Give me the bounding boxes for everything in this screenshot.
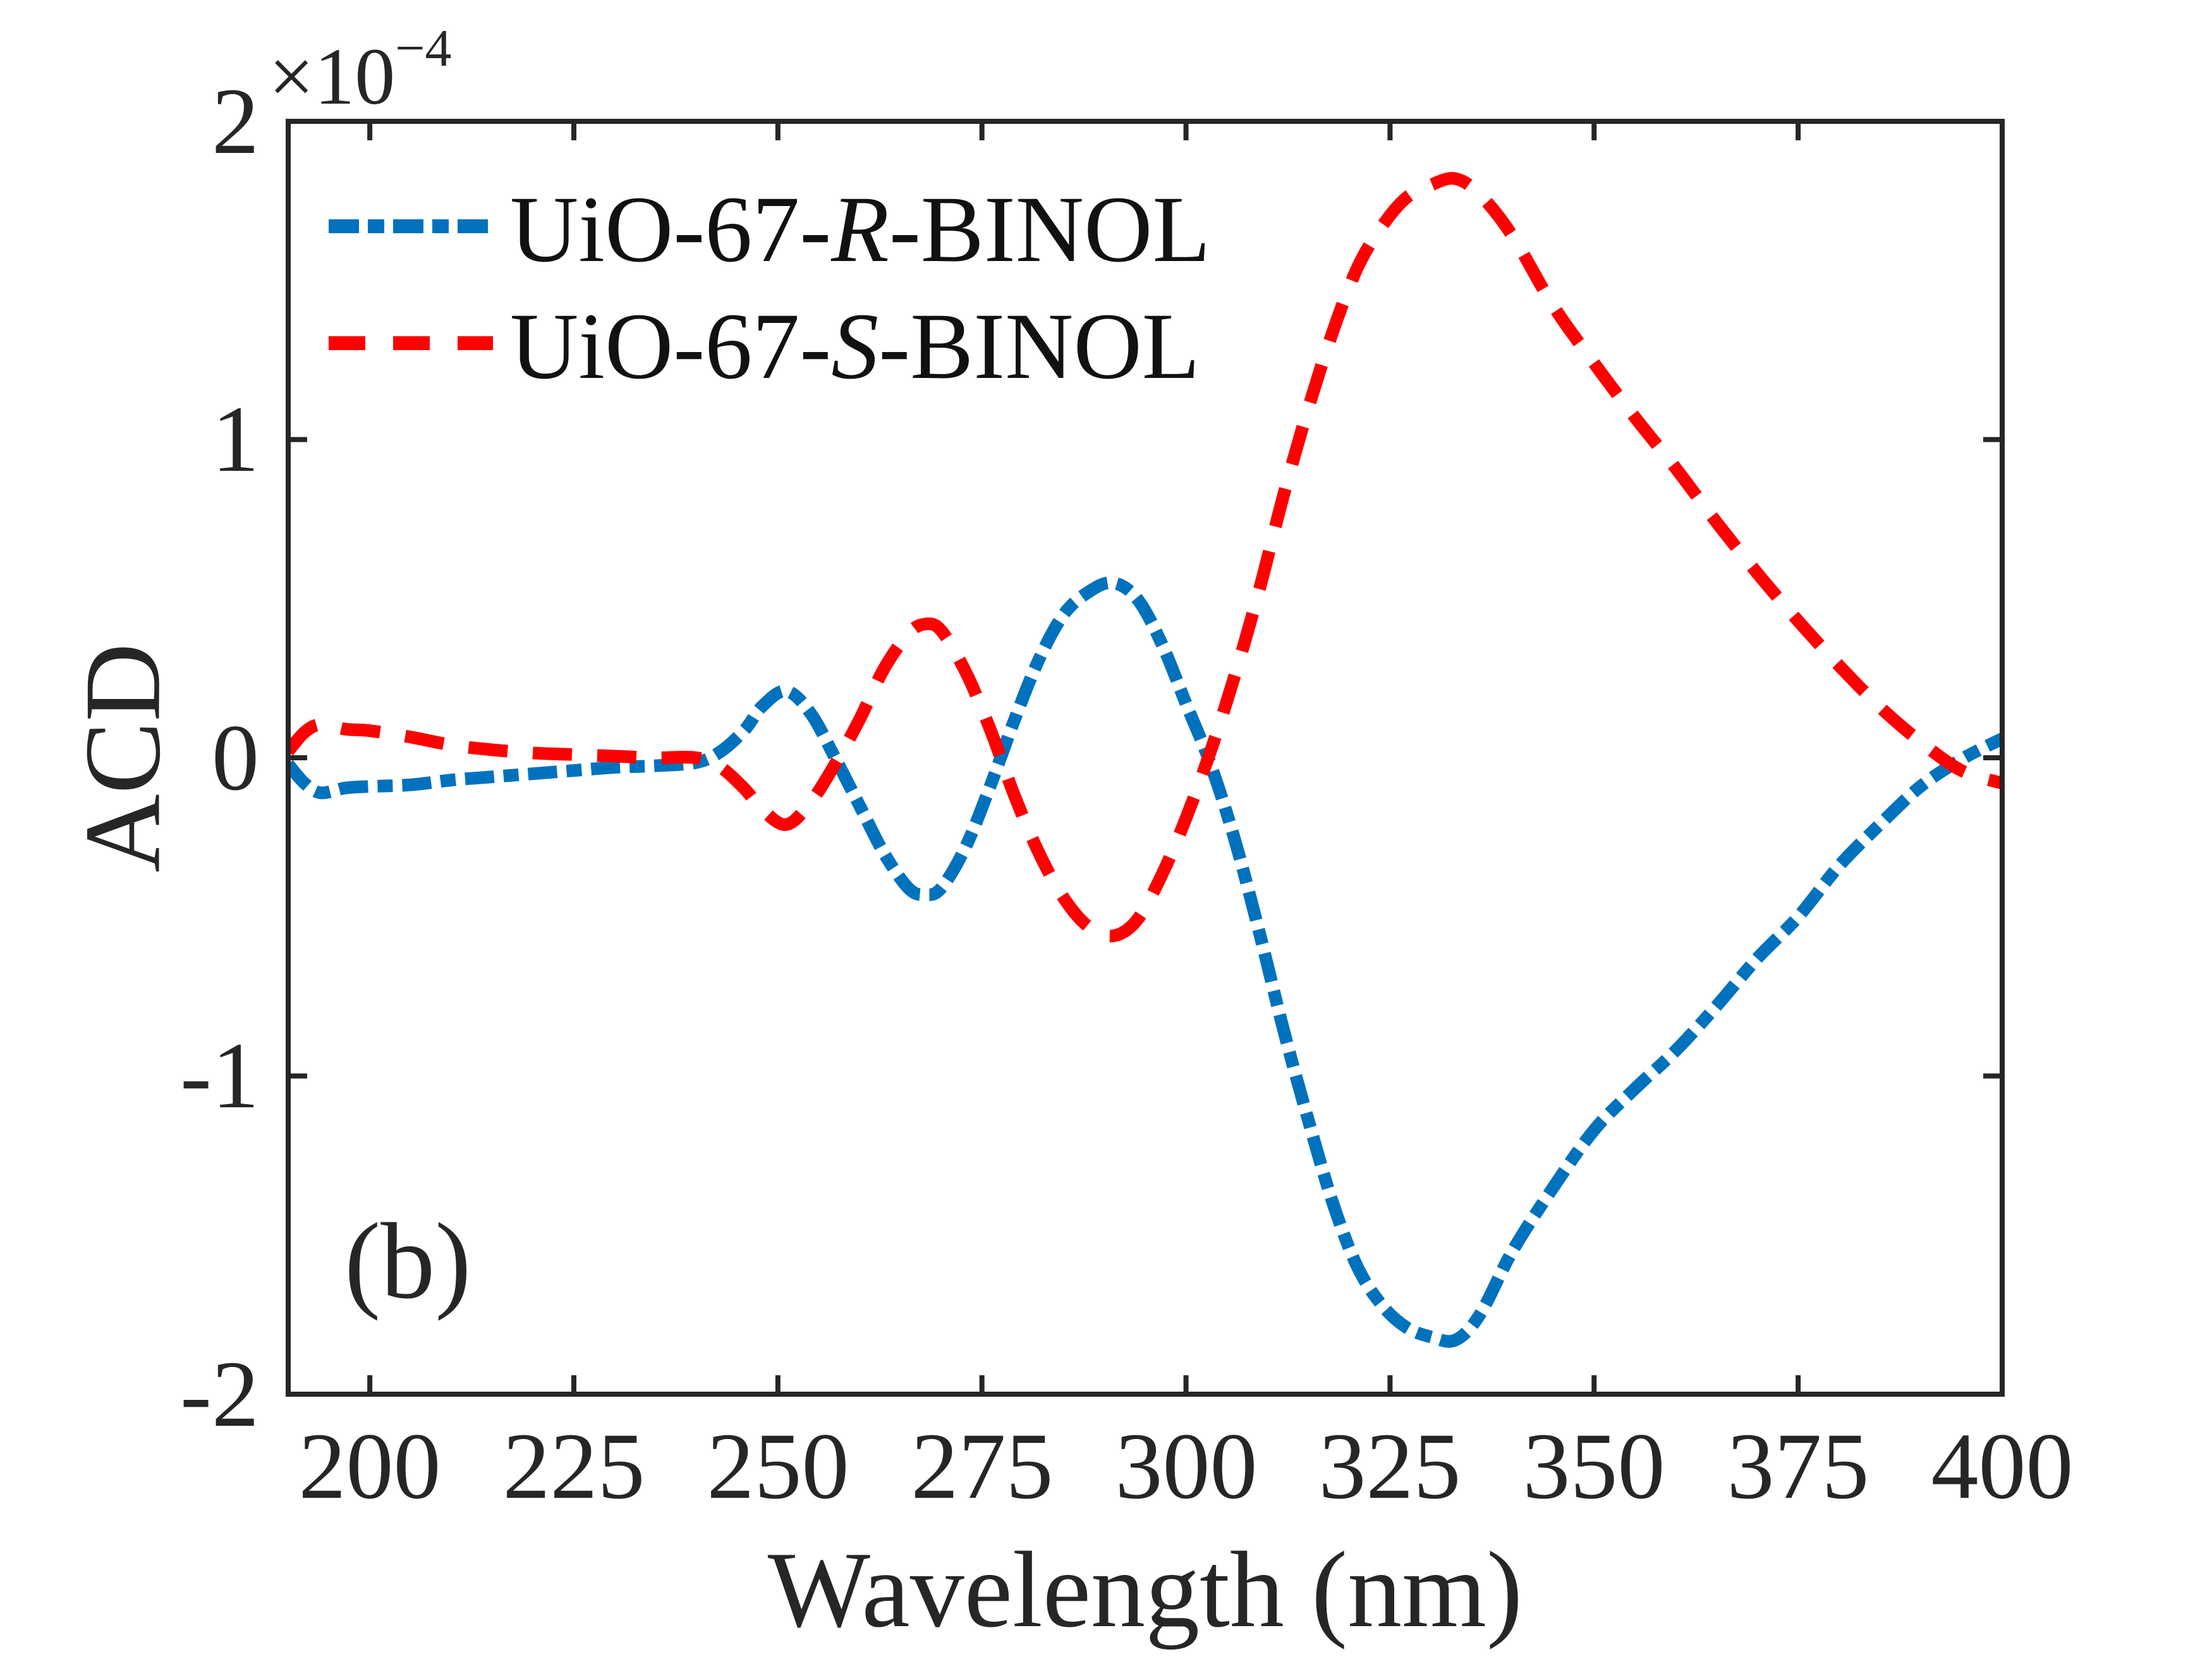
- y-tick-label: 2: [212, 69, 259, 174]
- legend-line-sample-red: [329, 336, 493, 350]
- panel-annotation: (b): [344, 1201, 471, 1322]
- legend-line-sample-blue: [329, 219, 493, 233]
- y-tick-label: -2: [180, 1342, 259, 1447]
- x-tick-label: 200: [298, 1414, 441, 1519]
- curve-UiO-67-S-BINOL: [288, 172, 2002, 943]
- legend-label-stereo: R: [831, 177, 889, 282]
- y-tick-label: -1: [180, 1023, 259, 1128]
- x-tick-label: 350: [1522, 1414, 1665, 1519]
- axis-tick-marks: [288, 119, 2005, 1397]
- legend-label-suffix: -BINOL: [878, 294, 1200, 399]
- exponent-base: ×10: [269, 32, 396, 121]
- x-tick-label: 375: [1727, 1414, 1869, 1519]
- curve-UiO-67-R-BINOL: [288, 576, 2002, 1348]
- x-tick-label: 250: [707, 1414, 849, 1519]
- legend-label-stereo: S: [831, 294, 879, 399]
- y-tick-label: 0: [212, 705, 259, 810]
- legend-label-prefix: UiO-67-: [510, 177, 832, 282]
- x-tick-label: 275: [911, 1414, 1054, 1519]
- data-curves: [288, 172, 2002, 1348]
- legend-label: UiO-67-R-BINOL: [510, 182, 1210, 277]
- x-tick-label: 300: [1115, 1414, 1258, 1519]
- legend-label-suffix: -BINOL: [889, 177, 1211, 282]
- y-axis-exponent-label: ×10−4: [269, 18, 452, 123]
- x-axis-title: Wavelength (nm): [767, 1530, 1523, 1650]
- y-tick-label: 1: [212, 387, 259, 492]
- legend-label: UiO-67-S-BINOL: [510, 299, 1200, 394]
- x-tick-label: 225: [502, 1414, 645, 1519]
- x-tick-label: 325: [1318, 1414, 1461, 1519]
- exponent-power: −4: [395, 19, 452, 78]
- legend-label-prefix: UiO-67-: [510, 294, 832, 399]
- x-tick-label: 400: [1931, 1414, 2074, 1519]
